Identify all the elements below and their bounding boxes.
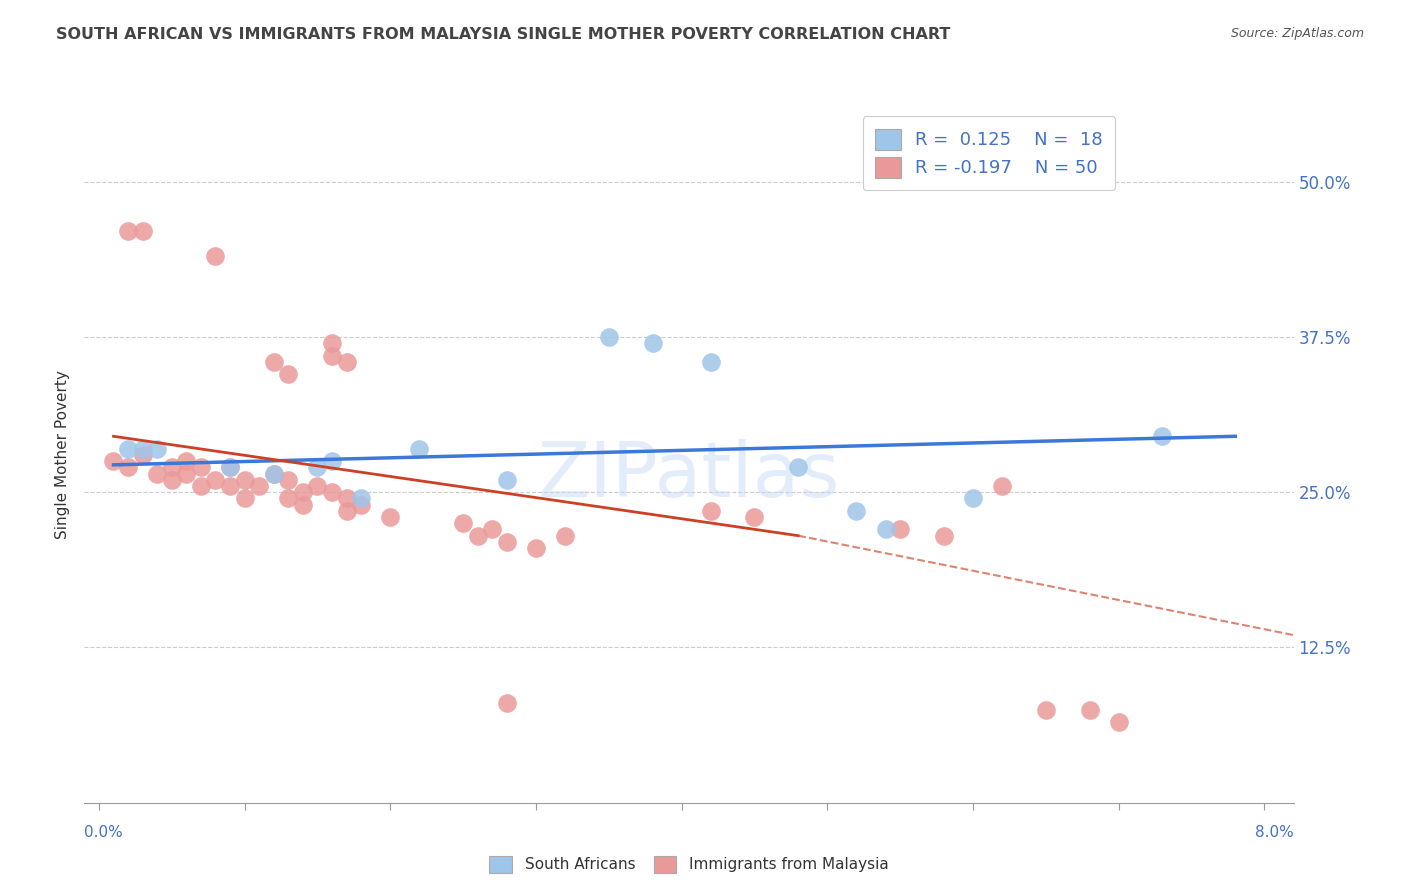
Point [495, 473, 517, 487]
Point [932, 529, 955, 543]
Point [875, 523, 897, 537]
Point [190, 479, 212, 493]
Point [1108, 714, 1130, 729]
Point [787, 460, 810, 475]
Point [321, 454, 343, 468]
Point [190, 460, 212, 475]
Point [117, 224, 139, 238]
Point [451, 516, 474, 531]
Point [350, 491, 373, 506]
Point [233, 491, 256, 506]
Point [408, 442, 430, 456]
Point [131, 448, 153, 462]
Point [481, 523, 503, 537]
Text: 8.0%: 8.0% [1254, 825, 1294, 840]
Point [336, 504, 359, 518]
Point [219, 460, 242, 475]
Point [103, 454, 125, 468]
Text: SOUTH AFRICAN VS IMMIGRANTS FROM MALAYSIA SINGLE MOTHER POVERTY CORRELATION CHAR: SOUTH AFRICAN VS IMMIGRANTS FROM MALAYSI… [56, 27, 950, 42]
Point [336, 491, 359, 506]
Point [263, 355, 285, 369]
Point [176, 467, 198, 481]
Point [277, 491, 299, 506]
Point [263, 467, 285, 481]
Text: ZIPatlas: ZIPatlas [537, 439, 841, 513]
Point [146, 467, 169, 481]
Point [1152, 429, 1174, 443]
Point [233, 473, 256, 487]
Point [336, 355, 359, 369]
Point [291, 498, 314, 512]
Point [350, 498, 373, 512]
Point [962, 491, 984, 506]
Point [641, 336, 664, 351]
Point [117, 442, 139, 456]
Point [700, 504, 723, 518]
Point [204, 473, 226, 487]
Point [291, 485, 314, 500]
Point [380, 510, 402, 524]
Y-axis label: Single Mother Poverty: Single Mother Poverty [55, 370, 70, 540]
Point [889, 523, 911, 537]
Point [845, 504, 868, 518]
Point [495, 535, 517, 549]
Point [554, 529, 576, 543]
Point [598, 330, 620, 344]
Point [991, 479, 1014, 493]
Point [219, 479, 242, 493]
Point [495, 697, 517, 711]
Point [744, 510, 766, 524]
Point [321, 349, 343, 363]
Point [321, 485, 343, 500]
Point [524, 541, 547, 555]
Point [307, 460, 329, 475]
Point [117, 460, 139, 475]
Point [160, 460, 183, 475]
Point [176, 454, 198, 468]
Point [1035, 703, 1057, 717]
Point [204, 249, 226, 263]
Point [219, 460, 242, 475]
Point [700, 355, 723, 369]
Point [146, 442, 169, 456]
Point [131, 224, 153, 238]
Point [263, 467, 285, 481]
Point [277, 367, 299, 381]
Text: Source: ZipAtlas.com: Source: ZipAtlas.com [1230, 27, 1364, 40]
Point [1078, 703, 1101, 717]
Point [247, 479, 270, 493]
Point [307, 479, 329, 493]
Point [467, 529, 489, 543]
Point [277, 473, 299, 487]
Point [321, 336, 343, 351]
Point [131, 442, 153, 456]
Text: 0.0%: 0.0% [84, 825, 124, 840]
Point [160, 473, 183, 487]
Legend: South Africans, Immigrants from Malaysia: South Africans, Immigrants from Malaysia [484, 850, 894, 879]
